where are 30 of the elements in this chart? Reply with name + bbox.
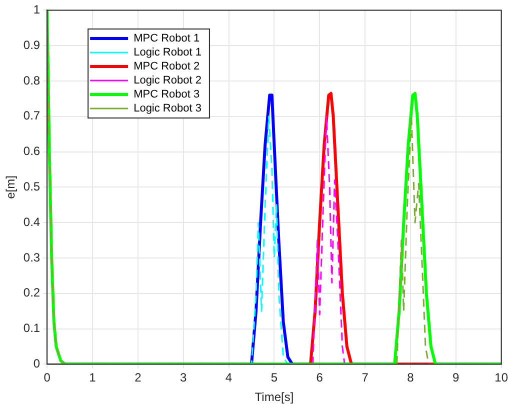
legend-label: Logic Robot 1: [134, 46, 202, 59]
x-tick-label: 7: [362, 370, 369, 385]
x-tick-label: 8: [407, 370, 414, 385]
x-tick-label: 1: [89, 370, 96, 385]
y-tick-label: 0.5: [23, 180, 40, 194]
x-tick-label: 10: [494, 370, 508, 385]
y-tick-label: 1: [33, 2, 40, 17]
legend-label: MPC Robot 3: [134, 88, 200, 101]
x-tick-label: 5: [270, 370, 278, 385]
y-axis-title: e[m]: [4, 176, 18, 199]
legend-label: Logic Robot 3: [134, 102, 202, 115]
y-tick-label: 0.3: [23, 250, 40, 264]
x-tick-label: 3: [180, 370, 188, 385]
legend-label: Logic Robot 2: [134, 74, 202, 87]
x-tick-label: 6: [316, 370, 324, 385]
x-axis-title: Time[s]: [254, 390, 294, 404]
x-tick-label: 4: [225, 370, 232, 385]
y-tick-label: 0.7: [23, 108, 40, 123]
y-tick-label: 0.2: [23, 286, 40, 300]
y-tick-label: 0: [33, 356, 40, 371]
legend-label: MPC Robot 1: [134, 32, 200, 45]
y-tick-label: 0.8: [23, 73, 40, 88]
x-tick-label: 9: [452, 370, 460, 385]
y-tick-label: 0.1: [23, 321, 40, 336]
legend-label: MPC Robot 2: [134, 60, 200, 73]
y-tick-label: 0.4: [23, 214, 40, 229]
y-tick-label: 0.6: [23, 144, 40, 158]
x-tick-label: 0: [44, 370, 51, 385]
x-tick-label: 2: [134, 370, 142, 385]
y-tick-label: 0.9: [23, 38, 40, 52]
